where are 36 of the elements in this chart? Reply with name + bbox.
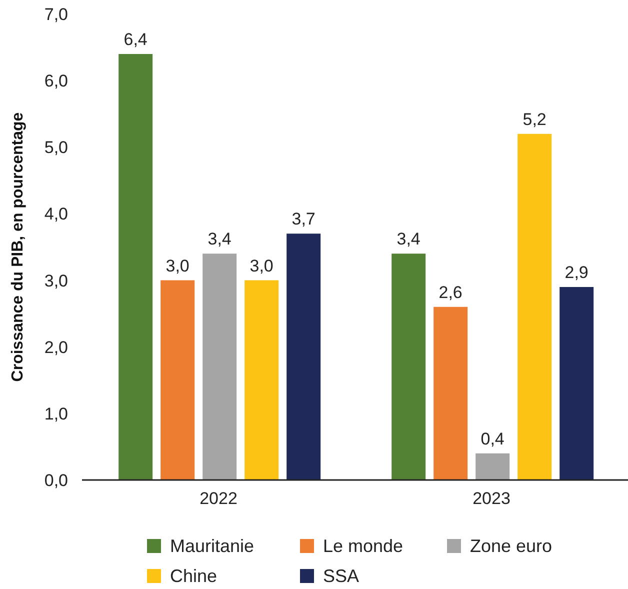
data-label: 3,0 xyxy=(250,256,274,276)
data-label: 6,4 xyxy=(124,30,148,49)
y-tick-label: 2,0 xyxy=(44,338,68,357)
legend-label: Le monde xyxy=(323,536,404,556)
x-tick-label: 2023 xyxy=(472,489,510,508)
legend-label: Mauritanie xyxy=(170,536,254,556)
bar xyxy=(286,234,321,480)
data-label: 2,9 xyxy=(564,262,588,282)
bar xyxy=(560,286,594,480)
y-tick-label: 6,0 xyxy=(44,72,68,91)
y-tick-label: 4,0 xyxy=(44,204,68,224)
data-label: 2,6 xyxy=(438,282,462,302)
y-tick-label: 7,0 xyxy=(44,5,68,24)
bar xyxy=(518,134,552,480)
y-tick-label: 5,0 xyxy=(44,138,68,158)
y-tick-label: 3,0 xyxy=(44,271,68,290)
y-tick-label: 1,0 xyxy=(44,404,68,424)
bar xyxy=(476,453,510,480)
bar xyxy=(202,254,237,480)
bar xyxy=(160,280,195,480)
legend-label: SSA xyxy=(323,566,360,586)
bar xyxy=(118,54,153,480)
data-label: 3,4 xyxy=(396,230,420,249)
data-label: 5,2 xyxy=(522,110,546,129)
y-tick-label: 0,0 xyxy=(44,471,68,490)
bar xyxy=(244,280,279,480)
data-label: 3,7 xyxy=(292,210,316,229)
y-axis-title: Croissance du PIB, en pourcentage xyxy=(10,112,26,382)
bar xyxy=(434,306,468,480)
bar xyxy=(392,254,426,480)
data-label: 0,4 xyxy=(480,429,504,448)
x-tick-label: 2022 xyxy=(200,489,238,508)
data-label: 3,0 xyxy=(166,256,190,276)
legend-label: Chine xyxy=(170,566,218,586)
data-label: 3,4 xyxy=(208,230,232,249)
legend-label: Zone euro xyxy=(470,536,552,556)
